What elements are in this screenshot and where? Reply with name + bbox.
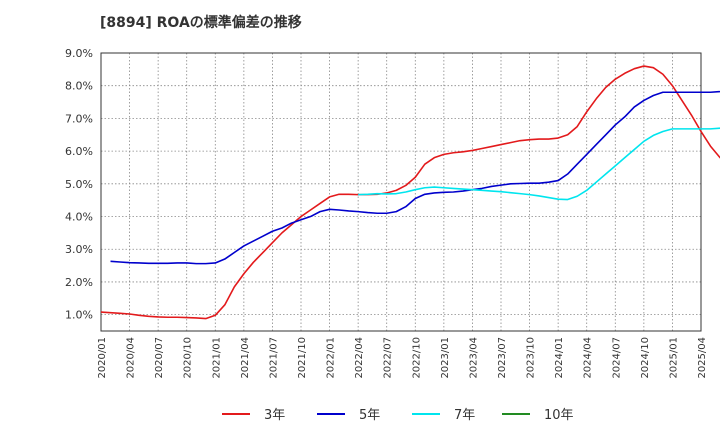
y-tick-label: 2.0%	[65, 276, 93, 289]
x-tick-label: 2023/07	[497, 337, 508, 379]
x-tick-label: 2023/04	[468, 337, 479, 379]
x-tick-label: 2023/01	[440, 337, 451, 379]
x-tick-label: 2022/07	[383, 337, 394, 379]
x-tick-label: 2022/10	[411, 337, 422, 379]
y-tick-label: 1.0%	[65, 309, 93, 322]
y-tick-label: 5.0%	[65, 178, 93, 191]
x-tick-label: 2020/01	[97, 337, 108, 379]
x-tick-label: 2020/07	[154, 337, 165, 379]
y-tick-label: 3.0%	[65, 243, 93, 256]
y-tick-label: 9.0%	[65, 47, 93, 60]
y-tick-label: 8.0%	[65, 80, 93, 93]
x-tick-label: 2022/04	[354, 337, 365, 379]
x-tick-label: 2024/07	[611, 337, 622, 379]
x-tick-label: 2021/07	[268, 337, 279, 379]
x-tick-label: 2022/01	[326, 337, 337, 379]
plot-frame	[100, 52, 702, 332]
x-tick-label: 2021/10	[297, 337, 308, 379]
legend-label-10年: 10年	[544, 408, 574, 423]
x-tick-label: 2020/10	[183, 337, 194, 379]
x-tick-label: 2023/10	[526, 337, 537, 379]
legend: 3年 5年 7年 10年	[222, 408, 574, 423]
y-axis-ticks: 1.0% 2.0% 3.0% 4.0% 5.0% 6.0% 7.0% 8.0% 9.0%	[65, 47, 93, 322]
legend-label-5年: 5年	[359, 408, 380, 423]
x-tick-label: 2021/01	[211, 337, 222, 379]
series-lines	[100, 65, 720, 320]
legend-label-7年: 7年	[454, 408, 475, 423]
y-tick-label: 4.0%	[65, 211, 93, 224]
series-line-3年	[100, 65, 720, 320]
y-tick-label: 6.0%	[65, 145, 93, 158]
x-tick-label: 2024/10	[640, 337, 651, 379]
x-axis-ticks: 2020/01 2020/04 2020/07 2020/10 2021/01 2021/…	[97, 337, 708, 379]
series-line-7年	[358, 127, 720, 201]
x-tick-label: 2020/04	[126, 337, 137, 379]
grid	[100, 52, 702, 331]
series-line-5年	[110, 90, 720, 265]
x-tick-label: 2024/04	[583, 337, 594, 379]
x-tick-label: 2021/04	[240, 337, 251, 379]
x-tick-label: 2024/01	[554, 337, 565, 379]
x-tick-label: 2025/04	[697, 337, 708, 379]
chart-title: [8894] ROAの標準偏差の推移	[100, 15, 302, 31]
x-tick-label: 2025/01	[668, 337, 679, 379]
y-tick-label: 7.0%	[65, 112, 93, 125]
legend-label-3年: 3年	[264, 408, 285, 423]
